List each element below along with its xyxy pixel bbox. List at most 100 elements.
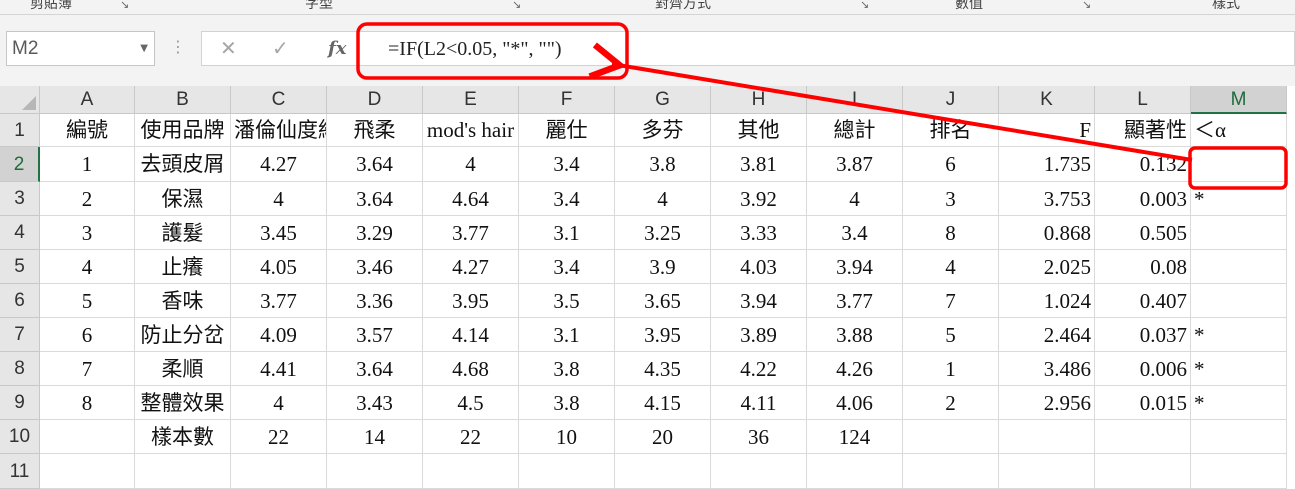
formula-text[interactable]: =IF(L2<0.05, "*", "")	[388, 38, 562, 60]
cell-g5[interactable]: 3.9	[615, 250, 711, 284]
cell-j2[interactable]: 6	[903, 147, 999, 182]
cell-a1[interactable]: 編號	[40, 114, 135, 147]
resize-handle-icon[interactable]: ⋮	[170, 37, 186, 56]
column-header-m[interactable]: M	[1191, 86, 1287, 114]
cell-m1[interactable]: ＜α	[1191, 114, 1287, 147]
cell-g9[interactable]: 4.15	[615, 386, 711, 420]
cell-c5[interactable]: 4.05	[231, 250, 327, 284]
cell-b5[interactable]: 止癢	[135, 250, 231, 284]
dialog-launcher-icon[interactable]: ↘	[120, 0, 130, 11]
row-header-9[interactable]: 9	[0, 386, 40, 420]
cell-j7[interactable]: 5	[903, 318, 999, 352]
cell-l11[interactable]	[1095, 454, 1191, 489]
cell-a11[interactable]	[40, 454, 135, 489]
cell-l8[interactable]: 0.006	[1095, 352, 1191, 386]
cell-c6[interactable]: 3.77	[231, 284, 327, 318]
cell-e11[interactable]	[423, 454, 519, 489]
cell-m6[interactable]	[1191, 284, 1287, 318]
cell-b3[interactable]: 保濕	[135, 182, 231, 216]
cell-f5[interactable]: 3.4	[519, 250, 615, 284]
cell-l4[interactable]: 0.505	[1095, 216, 1191, 250]
cell-l9[interactable]: 0.015	[1095, 386, 1191, 420]
cell-c8[interactable]: 4.41	[231, 352, 327, 386]
cell-i1[interactable]: 總計	[807, 114, 903, 147]
cell-k10[interactable]	[999, 420, 1095, 454]
cell-i10[interactable]: 124	[807, 420, 903, 454]
cell-m5[interactable]	[1191, 250, 1287, 284]
column-header-e[interactable]: E	[423, 86, 519, 114]
cell-k11[interactable]	[999, 454, 1095, 489]
cell-l7[interactable]: 0.037	[1095, 318, 1191, 352]
cell-c4[interactable]: 3.45	[231, 216, 327, 250]
cell-e4[interactable]: 3.77	[423, 216, 519, 250]
cell-k5[interactable]: 2.025	[999, 250, 1095, 284]
column-header-b[interactable]: B	[135, 86, 231, 114]
cell-m3[interactable]: *	[1191, 182, 1287, 216]
cell-g4[interactable]: 3.25	[615, 216, 711, 250]
column-header-j[interactable]: J	[903, 86, 999, 114]
name-box[interactable]: M2 ▼	[6, 31, 155, 66]
cell-b9[interactable]: 整體效果	[135, 386, 231, 420]
cell-i3[interactable]: 4	[807, 182, 903, 216]
cell-g11[interactable]	[615, 454, 711, 489]
cell-e7[interactable]: 4.14	[423, 318, 519, 352]
cell-a6[interactable]: 5	[40, 284, 135, 318]
row-header-11[interactable]: 11	[0, 454, 40, 489]
column-header-f[interactable]: F	[519, 86, 615, 114]
cell-f9[interactable]: 3.8	[519, 386, 615, 420]
column-header-k[interactable]: K	[999, 86, 1095, 114]
enter-icon[interactable]: ✓	[272, 36, 289, 60]
cell-h9[interactable]: 4.11	[711, 386, 807, 420]
cell-f1[interactable]: 麗仕	[519, 114, 615, 147]
column-header-c[interactable]: C	[231, 86, 327, 114]
cell-i6[interactable]: 3.77	[807, 284, 903, 318]
row-header-10[interactable]: 10	[0, 420, 40, 454]
cell-e2[interactable]: 4	[423, 147, 519, 182]
cell-i7[interactable]: 3.88	[807, 318, 903, 352]
row-header-1[interactable]: 1	[0, 114, 40, 147]
cell-d5[interactable]: 3.46	[327, 250, 423, 284]
cell-m4[interactable]	[1191, 216, 1287, 250]
column-header-d[interactable]: D	[327, 86, 423, 114]
cell-a5[interactable]: 4	[40, 250, 135, 284]
cell-k7[interactable]: 2.464	[999, 318, 1095, 352]
cell-m10[interactable]	[1191, 420, 1287, 454]
cell-l3[interactable]: 0.003	[1095, 182, 1191, 216]
cell-j8[interactable]: 1	[903, 352, 999, 386]
cell-d3[interactable]: 3.64	[327, 182, 423, 216]
column-header-l[interactable]: L	[1095, 86, 1191, 114]
cell-c2[interactable]: 4.27	[231, 147, 327, 182]
cell-b2[interactable]: 去頭皮屑	[135, 147, 231, 182]
cell-k3[interactable]: 3.753	[999, 182, 1095, 216]
cell-h5[interactable]: 4.03	[711, 250, 807, 284]
cell-j5[interactable]: 4	[903, 250, 999, 284]
cell-k2[interactable]: 1.735	[999, 147, 1095, 182]
row-header-5[interactable]: 5	[0, 250, 40, 284]
cell-a7[interactable]: 6	[40, 318, 135, 352]
cell-g1[interactable]: 多芬	[615, 114, 711, 147]
cell-i8[interactable]: 4.26	[807, 352, 903, 386]
insert-function-icon[interactable]: fx	[328, 38, 347, 59]
cell-d7[interactable]: 3.57	[327, 318, 423, 352]
cell-l2[interactable]: 0.132	[1095, 147, 1191, 182]
cell-e9[interactable]: 4.5	[423, 386, 519, 420]
cell-f7[interactable]: 3.1	[519, 318, 615, 352]
column-header-a[interactable]: A	[40, 86, 135, 114]
chevron-down-icon[interactable]: ▼	[140, 43, 148, 54]
row-header-4[interactable]: 4	[0, 216, 40, 250]
cell-j1[interactable]: 排名	[903, 114, 999, 147]
cell-l1[interactable]: 顯著性	[1095, 114, 1191, 147]
cell-a10[interactable]	[40, 420, 135, 454]
cell-h10[interactable]: 36	[711, 420, 807, 454]
cell-e1[interactable]: mod's hair	[423, 114, 519, 147]
cell-c3[interactable]: 4	[231, 182, 327, 216]
cell-a2[interactable]: 1	[40, 147, 135, 182]
cell-a3[interactable]: 2	[40, 182, 135, 216]
row-header-6[interactable]: 6	[0, 284, 40, 318]
cell-f3[interactable]: 3.4	[519, 182, 615, 216]
cell-k4[interactable]: 0.868	[999, 216, 1095, 250]
dialog-launcher-icon[interactable]: ↘	[1082, 0, 1092, 11]
cell-d9[interactable]: 3.43	[327, 386, 423, 420]
cell-e3[interactable]: 4.64	[423, 182, 519, 216]
formula-input-area[interactable]: ✕ ✓ fx	[201, 31, 1295, 66]
